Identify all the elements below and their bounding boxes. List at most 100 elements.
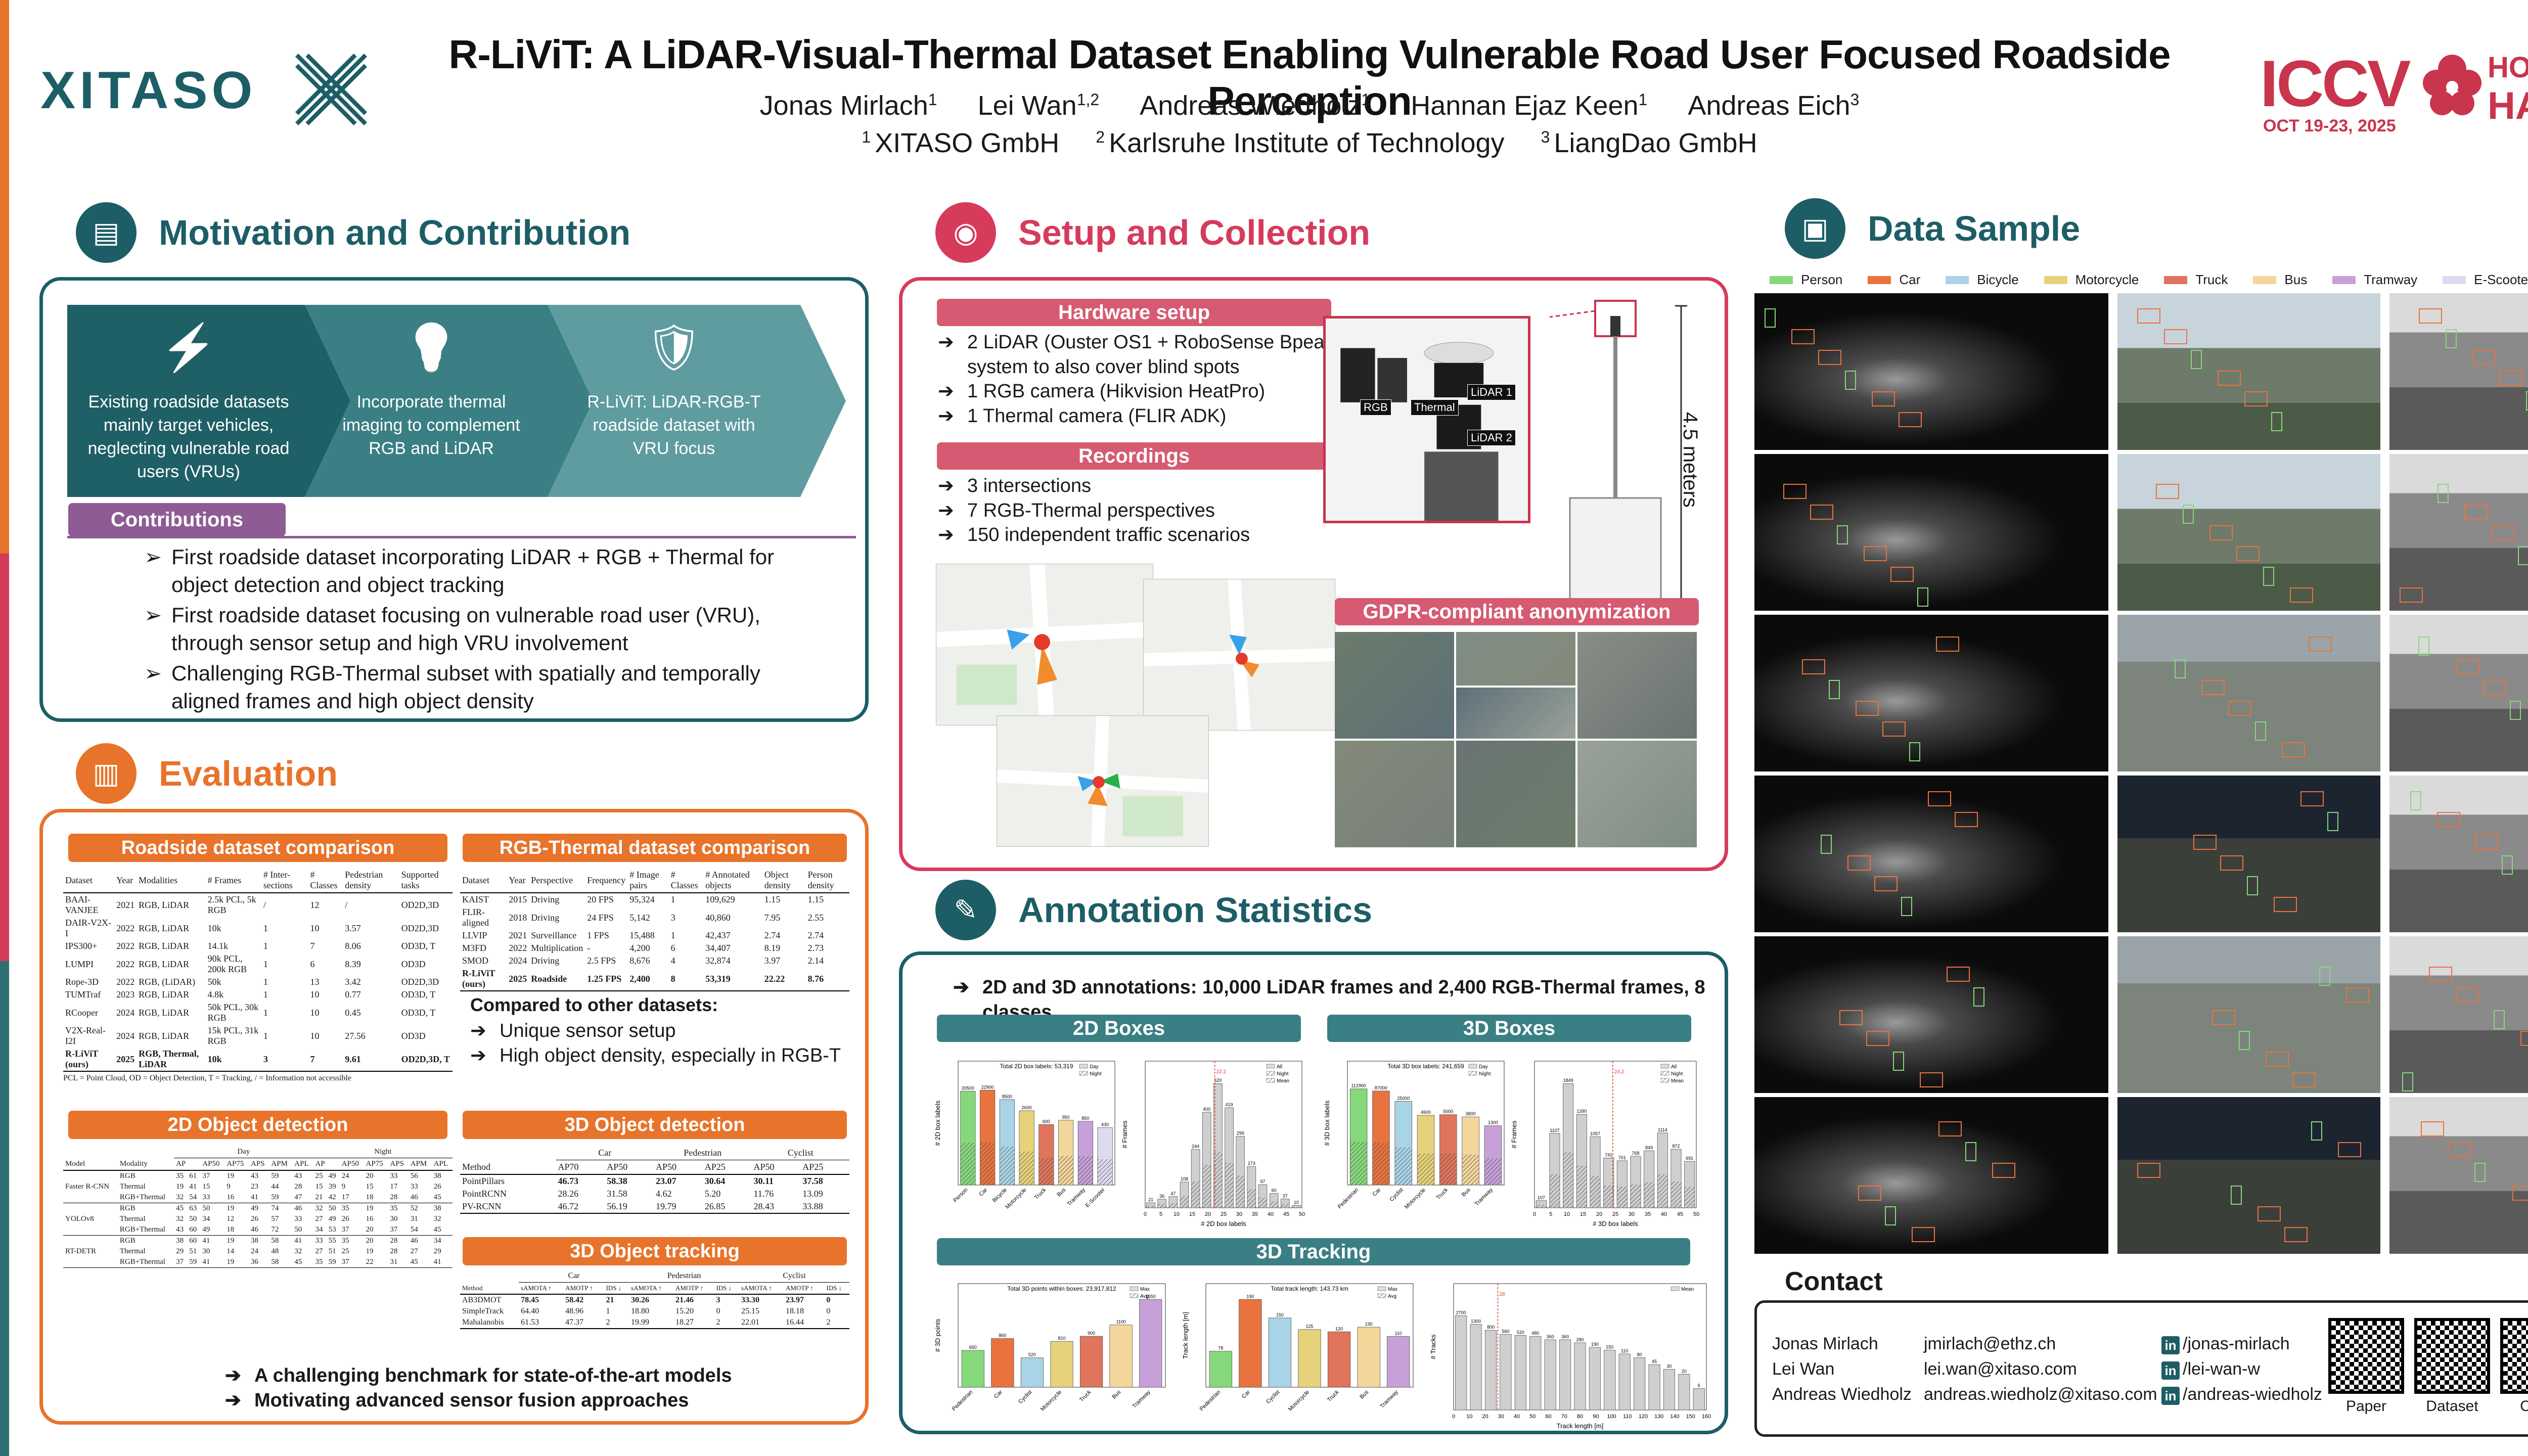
anonymized-photo	[1577, 632, 1697, 739]
table-cell: 43	[176, 1225, 184, 1234]
bbox	[2209, 525, 2233, 540]
bbox	[1847, 855, 1871, 871]
bar	[1663, 1369, 1676, 1410]
table-cell: 26	[251, 1215, 259, 1223]
map-3	[997, 715, 1209, 847]
compared-item: Unique sensor setup	[470, 1019, 854, 1043]
table-cell: 33	[294, 1215, 302, 1223]
table-cell: 19	[366, 1247, 374, 1255]
tick-label: 0	[1452, 1414, 1455, 1420]
contact-linkedin[interactable]: /jonas-mirlach	[2183, 1334, 2290, 1353]
table-cell: 51	[189, 1247, 197, 1255]
table-cell: /	[345, 899, 348, 910]
table-cell	[63, 1236, 118, 1247]
table-cell: 19.99	[629, 1317, 674, 1329]
data-label: 600	[1043, 1119, 1050, 1124]
data-label: 130	[1365, 1322, 1373, 1327]
qr-block[interactable]: Code	[2500, 1318, 2528, 1434]
table-cell: 61.53	[519, 1317, 564, 1329]
legend-swatch	[1130, 1286, 1139, 1291]
bbox	[2491, 525, 2514, 540]
table-header-cell: IDS ↓	[714, 1282, 739, 1295]
table-cell: 19	[366, 1204, 374, 1212]
table-cell: 6	[670, 943, 675, 953]
bar-night	[1180, 1196, 1189, 1208]
data-label: 120	[1335, 1326, 1343, 1331]
table-cell: 46.72	[556, 1200, 605, 1214]
table-cell: RGB, LiDAR	[139, 923, 190, 933]
contact-email[interactable]: lei.wan@xitaso.com	[1924, 1359, 2077, 1379]
bbox	[2183, 505, 2194, 524]
bbox	[2402, 1072, 2413, 1091]
bar	[1559, 1339, 1571, 1410]
bbox	[1810, 505, 1833, 520]
table-cell: 1	[263, 923, 268, 933]
data-label: 110	[1395, 1331, 1402, 1336]
qr-block[interactable]: Paper	[2328, 1318, 2404, 1434]
contact-email[interactable]: andreas.wiedholz@xitaso.com	[1924, 1385, 2157, 1404]
data-label: 520	[1214, 1078, 1222, 1083]
bar-night	[1576, 1165, 1587, 1208]
table-cell: 3.42	[345, 977, 361, 987]
tick-label: 30	[1236, 1211, 1242, 1217]
table-row: SimpleTrack 64.40 48.96 1 18.80 15.20 0 25.15 18…	[460, 1306, 849, 1317]
tick-label: 110	[1623, 1414, 1632, 1420]
bbox	[2518, 546, 2528, 565]
bar	[961, 1350, 984, 1388]
tick-label: Tramway	[1379, 1389, 1400, 1409]
affiliation-sup: 3	[1541, 128, 1550, 146]
tick-label: Truck	[1435, 1187, 1450, 1201]
table-cell: 56.19	[605, 1200, 654, 1214]
table-cell: 2015	[509, 894, 527, 904]
mean-label: 28	[1500, 1292, 1506, 1297]
table-cell: RGB, LiDAR	[139, 959, 190, 969]
table-cell: 2024	[116, 1007, 135, 1018]
recording-item: 3 intersections	[938, 474, 1342, 498]
contact-linkedin[interactable]: /lei-wan-w	[2183, 1359, 2261, 1379]
qr-code-icon	[2328, 1318, 2404, 1394]
table-cell	[63, 1203, 118, 1214]
table-cell: 4.62	[656, 1189, 672, 1199]
legend-swatch	[1868, 276, 1891, 284]
table-cell: 2021	[116, 899, 135, 910]
tick-label: 25	[1612, 1211, 1618, 1217]
table-cell: RGB, Thermal, LiDAR	[137, 1048, 206, 1072]
table-cell: 3	[261, 1048, 308, 1072]
table-cell: 8.76	[805, 967, 849, 991]
sensor-label: LiDAR 1	[1467, 384, 1516, 400]
bbox	[2410, 791, 2421, 810]
table-cell: 59	[271, 1193, 279, 1201]
table-cell: 4.8k	[207, 989, 224, 999]
table-cell: 1	[263, 1007, 268, 1018]
legend-label: Truck	[2195, 272, 2228, 287]
table-cell: 9	[341, 1182, 346, 1191]
bbox	[1928, 791, 1951, 806]
bbox	[2258, 1206, 2281, 1221]
table-cell: 2022	[116, 977, 135, 987]
bar-night	[1039, 1158, 1054, 1185]
table-cell: 35	[341, 1237, 349, 1245]
contact-email[interactable]: jmirlach@ethz.ch	[1924, 1334, 2056, 1353]
legend-item: Bicycle	[1946, 272, 2019, 288]
motivation-arrows	[67, 305, 846, 497]
table-cell: 2018	[509, 912, 527, 923]
table-cell: 43	[251, 1172, 259, 1180]
table-header-cell: AP50	[200, 1158, 225, 1171]
table-cell: 23.07	[656, 1176, 676, 1186]
qr-block[interactable]: Dataset	[2414, 1318, 2490, 1434]
contact-linkedin[interactable]: /andreas-wiedholz	[2183, 1385, 2322, 1404]
annotation-panel: 2D and 3D annotations: 10,000 LiDAR fram…	[899, 951, 1728, 1434]
contact-row: Lei Wan lei.wan@xitaso.com in/lei-wan-w	[1772, 1359, 2338, 1384]
tick-label: Bus	[1359, 1389, 1370, 1400]
table-cell: 2025	[507, 967, 529, 991]
table-cell: Driving	[531, 894, 560, 904]
table-cell: RGB, LiDAR	[139, 1030, 190, 1041]
table-cell: 28.26	[558, 1189, 579, 1199]
table-header-cell: AP25	[702, 1160, 752, 1175]
bbox	[1936, 636, 1959, 652]
table-header-cell: sAMOTA ↑	[629, 1282, 674, 1295]
data-label: 950	[1062, 1115, 1070, 1120]
table-cell: 22	[366, 1258, 374, 1266]
evaluation-heading: ▥ Evaluation	[76, 743, 338, 804]
